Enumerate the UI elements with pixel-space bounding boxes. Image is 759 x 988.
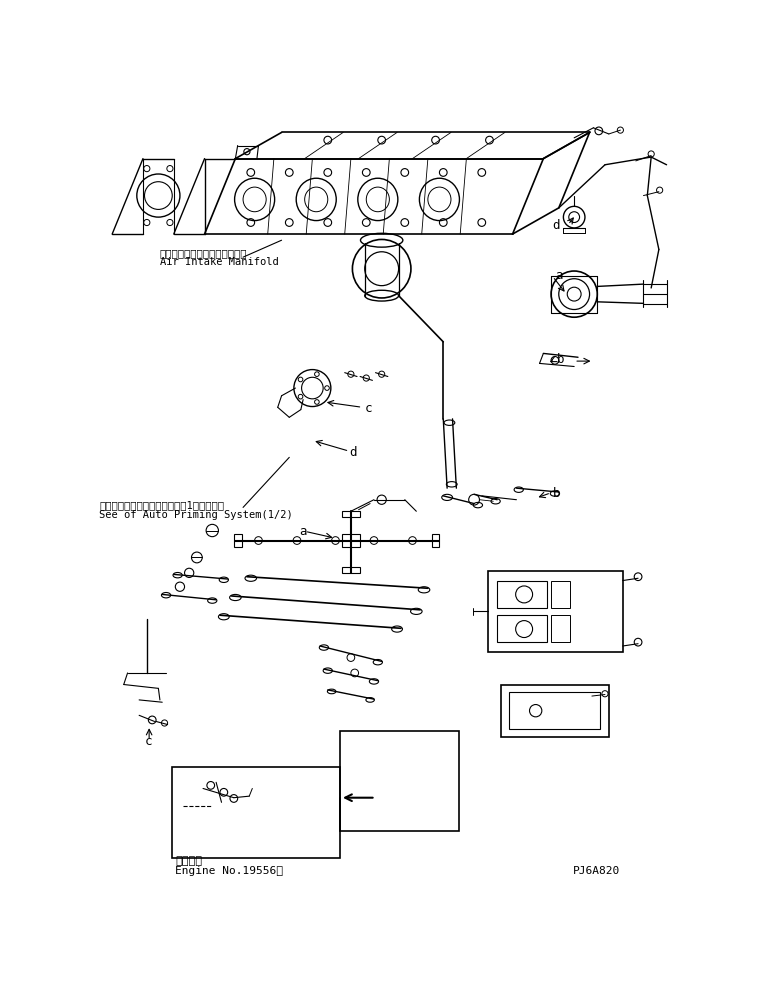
Bar [497,616,547,642]
Text: a: a [299,525,307,538]
Bar [488,571,622,652]
Bar [340,731,459,831]
Text: Engine No.19556～: Engine No.19556～ [175,866,283,876]
Bar [342,535,360,546]
Bar [551,616,570,642]
Text: 適用号機: 適用号機 [175,857,203,866]
Text: エアーインテークマニホールド: エアーインテークマニホールド [160,248,247,258]
Text: Air Intake Manifold: Air Intake Manifold [160,257,279,267]
Bar [342,567,360,573]
Bar [342,511,360,518]
Bar [172,767,340,858]
Text: d: d [349,446,357,458]
Text: See of Auto Priming System(1/2): See of Auto Priming System(1/2) [99,510,293,520]
Text: オートプライミングシステム（1／２）参照: オートプライミングシステム（1／２）参照 [99,500,224,510]
Bar [432,535,439,546]
Text: a: a [555,269,562,282]
Bar [497,581,547,608]
Text: d: d [553,218,560,231]
Text: b: b [553,487,560,500]
Text: PJ6A820: PJ6A820 [572,866,620,876]
Text: c: c [365,402,372,415]
Bar [551,581,570,608]
Text: b: b [557,354,565,367]
Bar [509,693,600,729]
Bar [234,535,241,546]
Text: c: c [144,734,152,748]
Bar [501,685,609,737]
